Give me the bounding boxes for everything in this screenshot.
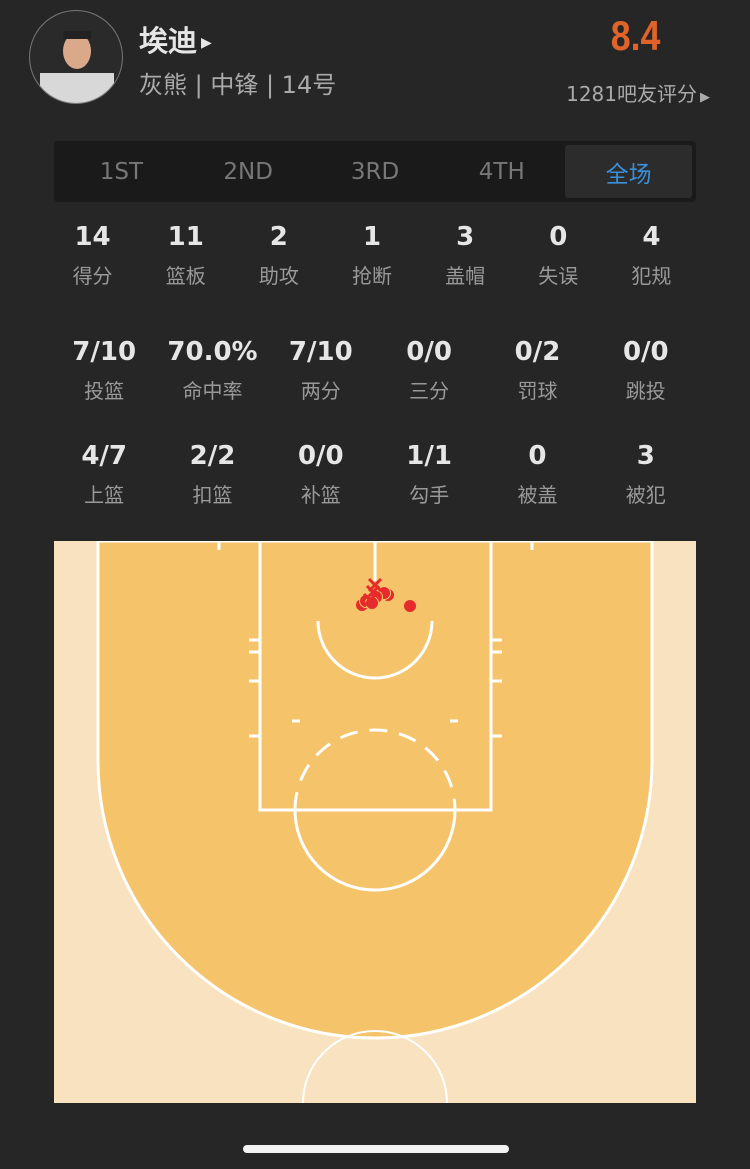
home-indicator[interactable] [243,1145,509,1153]
stat-stats_row1-2: 2 助攻 [232,222,325,289]
stat-label: 盖帽 [445,264,486,288]
player-name-text: 埃迪 [139,24,198,58]
restricted-area [316,620,434,680]
tab-3rd[interactable]: 3RD [350,158,400,185]
stat-value: 0 [549,222,568,252]
stat-label: 抢断 [351,264,392,288]
stat-value: 4 [642,222,661,252]
stat-label: 助攻 [258,264,299,288]
player-rating: 8.4 [610,12,660,59]
stat-label: 命中率 [182,379,243,403]
tab-2nd[interactable]: 2ND [223,158,273,185]
player-name[interactable]: 埃迪 ▶ [139,18,212,60]
stat-value: 70.0% [167,337,258,367]
missed-shot-marker[interactable] [362,592,378,608]
rating-count: 1281吧友评分 [566,82,697,106]
stat-value: 1/1 [406,441,452,471]
stat-label: 投篮 [84,379,125,403]
stat-stats_row1-6: 4 犯规 [605,222,698,289]
stat-label: 两分 [300,379,341,403]
free-throw-circle [293,809,457,892]
stat-label: 罚球 [517,379,558,403]
stat-stats_row3-4: 0 被盖 [483,441,591,508]
stat-label: 犯规 [631,264,672,288]
stat-value: 2/2 [189,441,236,471]
stat-label: 得分 [72,264,113,288]
shots-layer [355,577,417,613]
rating-count-link[interactable]: 1281吧友评分 ▶ [566,78,710,107]
tab-full-game[interactable]: 全场 [565,145,692,198]
stats-row-shot-types: 4/7 上篮 2/2 扣篮 0/0 补篮 1/1 勾手 0 被盖 3 被犯 [50,441,700,508]
stat-stats_row3-5: 3 被犯 [592,441,700,508]
player-info: 灰熊 | 中锋 | 14号 [139,71,337,99]
tab-4th[interactable]: 4TH [478,158,525,185]
stat-label: 补篮 [300,483,341,507]
stat-stats_row2-3: 0/0 三分 [375,337,483,404]
stat-label: 失误 [538,264,579,288]
stat-value: 7/10 [288,337,353,367]
stat-label: 篮板 [165,264,206,288]
stat-value: 4/7 [81,441,127,471]
stat-stats_row3-0: 4/7 上篮 [50,441,158,508]
made-shot-marker[interactable] [403,599,417,613]
stat-stats_row2-2: 7/10 两分 [267,337,375,404]
free-throw-circle-dashed [293,728,457,811]
stat-label: 勾手 [409,483,450,507]
arrow-right-icon: ▶ [700,90,710,105]
player-avatar[interactable] [29,10,123,104]
stat-value: 0/2 [514,337,561,367]
stat-label: 跳投 [625,379,666,403]
stat-stats_row2-1: 70.0% 命中率 [158,337,266,404]
stat-value: 0/0 [406,337,452,367]
stat-stats_row2-5: 0/0 跳投 [592,337,700,404]
stat-value: 2 [269,222,288,252]
stat-stats_row3-2: 0/0 补篮 [267,441,375,508]
tab-1st[interactable]: 1ST [99,158,144,185]
stat-label: 被盖 [517,483,558,507]
three-point-line [96,541,654,1040]
arrow-right-icon: ▶ [201,35,212,51]
shot-chart-court [54,541,696,1103]
stat-stats_row1-3: 1 抢断 [325,222,418,289]
lane-marks [249,638,502,738]
stat-label: 扣篮 [192,483,233,507]
stat-stats_row2-0: 7/10 投篮 [50,337,158,404]
stat-label: 被犯 [625,483,666,507]
stat-value: 1 [362,222,382,252]
stat-stats_row3-3: 1/1 勾手 [375,441,483,508]
stats-row-shooting: 7/10 投篮 70.0% 命中率 7/10 两分 0/0 三分 0/2 罚球 0/0 跳投 [50,337,700,404]
stat-stats_row2-4: 0/2 罚球 [483,337,591,404]
stat-value: 3 [636,441,655,471]
stat-stats_row1-1: 11 篮板 [139,222,232,289]
stat-value: 0/0 [297,441,344,471]
center-circle [302,1030,448,1103]
stat-value: 3 [456,222,475,252]
stat-stats_row3-1: 2/2 扣篮 [158,441,266,508]
stat-value: 14 [74,222,111,252]
stat-value: 0/0 [622,337,669,367]
stat-value: 11 [167,222,204,252]
player-photo [40,31,114,103]
stat-stats_row1-5: 0 失误 [512,222,605,289]
paint [258,541,493,812]
stat-stats_row1-0: 14 得分 [46,222,139,289]
period-tabs: 1ST 2ND 3RD 4TH 全场 [54,141,696,202]
stat-value: 0 [528,441,547,471]
stat-value: 7/10 [72,337,137,367]
stat-label: 上篮 [84,483,125,507]
stat-label: 三分 [409,379,450,403]
stat-stats_row1-4: 3 盖帽 [419,222,512,289]
missed-shot-marker[interactable] [365,584,381,600]
stats-row-basic: 14 得分 11 篮板 2 助攻 1 抢断 3 盖帽 0 失误 4 犯规 [46,222,698,289]
